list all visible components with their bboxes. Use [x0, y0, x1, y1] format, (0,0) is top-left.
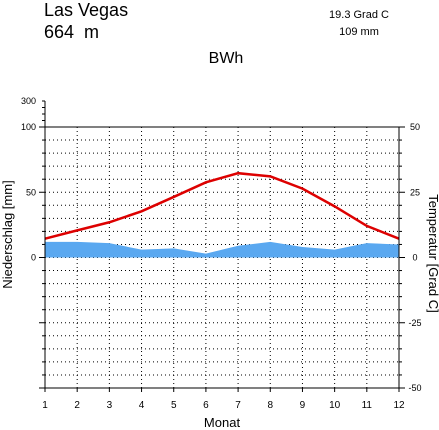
x-axis-label: Monat: [204, 415, 241, 430]
left-axis-label: Niederschlag [mm]: [0, 180, 15, 288]
right-tick-label: 25: [410, 187, 420, 197]
right-tick-labels: -50 -25 0 25 50: [408, 122, 421, 393]
climate-classification: BWh: [208, 50, 244, 67]
x-tick-label: 12: [393, 400, 405, 411]
x-tick-label: 1: [42, 400, 48, 411]
left-tick-labels: 0 50 100 300: [21, 96, 36, 263]
x-tick-label: 9: [300, 400, 306, 411]
annual-precipitation: 109 mm: [339, 26, 379, 38]
left-tick-label: 100: [21, 122, 36, 132]
x-tick-label: 7: [235, 400, 241, 411]
x-tick-label: 6: [203, 400, 209, 411]
right-tick-label: -25: [408, 318, 421, 328]
temperature-line: [44, 171, 400, 240]
x-tick-label: 8: [267, 400, 273, 411]
station-elevation: 664 m: [44, 22, 100, 42]
x-tick-label: 5: [171, 400, 177, 411]
left-tick-label: 0: [31, 253, 36, 263]
left-tick-label: 300: [21, 96, 36, 106]
right-tick-label: 50: [410, 122, 420, 132]
x-tick-label: 3: [107, 400, 113, 411]
station-name: Las Vegas: [44, 0, 129, 20]
annual-temperature: 19.3 Grad C: [329, 9, 389, 21]
x-tick-label: 4: [139, 400, 145, 411]
right-axis-label: Temperatur [Grad C]: [426, 194, 439, 313]
left-tick-label: 50: [26, 187, 36, 197]
right-tick-label: -50: [408, 383, 421, 393]
x-tick-label: 2: [74, 400, 80, 411]
x-tick-labels: 1 2 3 4 5 6 7 8 9 10 11 12: [42, 400, 405, 411]
x-tick-label: 11: [362, 400, 373, 411]
precipitation-area: [45, 241, 399, 258]
right-tick-label: 0: [412, 253, 417, 263]
axis-ticks: [39, 100, 405, 392]
x-tick-label: 10: [329, 400, 341, 411]
